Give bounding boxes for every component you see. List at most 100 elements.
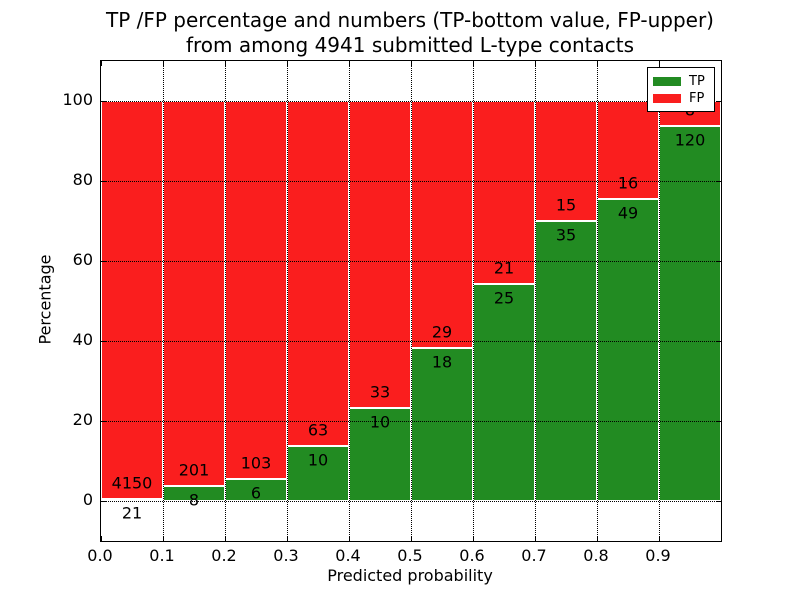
bar-value-label-fp: 21	[493, 258, 515, 278]
y-tick-label: 60	[72, 250, 93, 269]
tick-mark	[101, 421, 106, 422]
bar-segment-fp	[473, 101, 535, 284]
bar-value-label-tp: 10	[307, 450, 329, 470]
tick-mark	[716, 501, 721, 502]
bar-segment-fp	[163, 101, 225, 486]
tick-mark	[597, 536, 598, 541]
legend-entry-tp: TP	[653, 75, 709, 88]
bar-segment-tp	[287, 446, 349, 501]
tick-mark	[716, 421, 721, 422]
chart-title-line2: from among 4941 submitted L-type contact…	[185, 33, 635, 57]
y-axis-label: Percentage	[35, 254, 55, 345]
x-tick-label: 0.8	[583, 546, 609, 565]
tick-mark	[287, 536, 288, 541]
bar-segment-fp	[349, 101, 411, 408]
tick-mark	[287, 61, 288, 66]
tick-mark	[411, 61, 412, 66]
tick-mark	[163, 536, 164, 541]
tick-mark	[716, 101, 721, 102]
gridline	[659, 61, 660, 541]
x-tick-label: 0.9	[645, 546, 671, 565]
bar-value-label-tp: 21	[121, 503, 143, 523]
tick-mark	[411, 536, 412, 541]
chart-title-line1: TP /FP percentage and numbers (TP-bottom…	[106, 8, 714, 32]
gridline	[163, 61, 164, 541]
bar-value-label-tp: 8	[188, 490, 200, 510]
tick-mark	[349, 61, 350, 66]
tp-swatch-icon	[653, 76, 681, 86]
gridline	[225, 61, 226, 541]
bar-segment-fp	[101, 101, 163, 499]
legend-label-fp: FP	[689, 90, 705, 106]
bar-value-label-fp: 33	[369, 382, 391, 402]
bar-segment-tp	[659, 126, 721, 501]
tick-mark	[101, 181, 106, 182]
tick-mark	[597, 61, 598, 66]
tick-mark	[101, 501, 106, 502]
tick-mark	[225, 536, 226, 541]
tick-mark	[716, 261, 721, 262]
legend: TP FP	[647, 67, 715, 112]
bar-value-label-fp: 16	[617, 173, 639, 193]
gridline	[597, 61, 598, 541]
tick-mark	[473, 61, 474, 66]
bar-value-label-tp: 35	[555, 225, 577, 245]
bar-segment-fp	[287, 101, 349, 447]
tick-mark	[659, 536, 660, 541]
x-axis-label: Predicted probability	[327, 566, 493, 585]
tick-mark	[535, 536, 536, 541]
bar-segment-tp	[411, 347, 473, 501]
y-tick-label: 0	[82, 490, 93, 509]
tick-mark	[163, 61, 164, 66]
bar-segment-tp	[535, 221, 597, 501]
gridline	[287, 61, 288, 541]
bar-value-label-tp: 18	[431, 352, 453, 372]
tick-mark	[535, 61, 536, 66]
bar-value-label-fp: 201	[178, 460, 210, 480]
bar-segment-fp	[225, 101, 287, 479]
bar-segment-fp	[411, 101, 473, 348]
bar-segment-tp	[349, 407, 411, 501]
plot-area: 4150212018103663103310291821251535164981…	[100, 60, 722, 542]
chart-title: TP /FP percentage and numbers (TP-bottom…	[100, 8, 720, 58]
tick-mark	[349, 536, 350, 541]
bar-value-label-tp: 49	[617, 203, 639, 223]
gridline	[349, 61, 350, 541]
gridline	[473, 61, 474, 541]
y-tick-label: 20	[72, 410, 93, 429]
bar-value-label-tp: 25	[493, 288, 515, 308]
tick-mark	[101, 341, 106, 342]
x-tick-label: 0.2	[211, 546, 237, 565]
bar-value-label-tp: 6	[250, 483, 262, 503]
gridline	[411, 61, 412, 541]
y-tick-label: 80	[72, 170, 93, 189]
x-tick-label: 0.5	[397, 546, 423, 565]
bar-value-label-tp: 10	[369, 412, 391, 432]
bar-value-label-fp: 15	[555, 195, 577, 215]
tick-mark	[716, 181, 721, 182]
tick-mark	[659, 61, 660, 66]
legend-entry-fp: FP	[653, 92, 709, 105]
tick-mark	[225, 61, 226, 66]
bar-segment-tp	[597, 199, 659, 501]
x-tick-label: 0.7	[521, 546, 547, 565]
bar-value-label-fp: 4150	[111, 473, 153, 493]
x-tick-label: 0.6	[459, 546, 485, 565]
tick-mark	[716, 341, 721, 342]
y-tick-label: 100	[62, 90, 93, 109]
bar-segment-tp	[473, 283, 535, 501]
x-tick-label: 0.0	[87, 546, 113, 565]
tick-mark	[101, 536, 102, 541]
bar-segment-fp	[597, 101, 659, 200]
tick-mark	[473, 536, 474, 541]
bar-segment-tp	[101, 498, 163, 501]
tick-mark	[101, 61, 102, 66]
tick-mark	[101, 261, 106, 262]
bar-value-label-tp: 120	[674, 130, 706, 150]
gridline	[535, 61, 536, 541]
x-tick-label: 0.1	[149, 546, 175, 565]
fp-swatch-icon	[653, 93, 681, 103]
bar-value-label-fp: 103	[240, 453, 272, 473]
bar-value-label-fp: 63	[307, 420, 329, 440]
